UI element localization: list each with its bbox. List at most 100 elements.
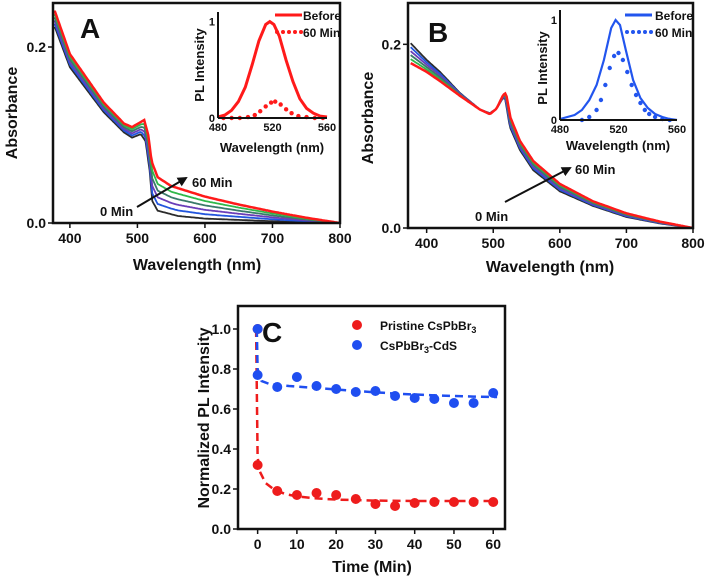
panel-a-inset-x-tick-label: 520 <box>263 122 281 134</box>
panel-c-point-pristine <box>331 490 342 500</box>
panel-b-inset-point-60min <box>642 107 648 113</box>
panel-c-legend-cds: CsPbBr3-CdS <box>380 339 457 355</box>
panel-c-point-cds <box>409 393 420 403</box>
panel-b-y-axis-title: Absorbance <box>360 72 377 165</box>
panel-c-fit-pristine <box>254 328 498 503</box>
panel-b-x-tick-label: 700 <box>615 235 639 251</box>
panel-a-inset-legend-dots-60min <box>293 30 297 34</box>
panel-b-inset-line-before <box>559 18 678 122</box>
panel-b-inset-legend-60min: 60 Min <box>655 26 692 40</box>
panel-c-point-pristine <box>370 499 381 509</box>
panel-label-a: A <box>80 13 100 44</box>
panel-b: B Wavelength (nm) Absorbance 0 Min 60 Mi… <box>360 9 693 276</box>
panel-b-inset-x-tick-label: 560 <box>668 124 686 136</box>
panel-b-inset-y-tick-label: 1 <box>551 15 557 27</box>
panel-a-inset-point-60min <box>278 102 283 107</box>
panel-c-point-cds <box>331 384 342 394</box>
panel-c-x-tick-label: 30 <box>368 536 384 552</box>
panel-a-x-tick-label: 500 <box>126 230 150 246</box>
panel-a-inset-point-60min <box>252 112 257 118</box>
panel-b-x-tick-label: 600 <box>548 235 572 251</box>
panel-c-point-cds <box>448 398 459 408</box>
panel-c-x-tick-label: 0 <box>254 536 262 552</box>
panel-c-point-pristine <box>468 497 479 507</box>
panel-b-inset-point-60min <box>633 92 639 98</box>
panel-b-inset-x-title: Wavelength (nm) <box>566 138 670 153</box>
panel-b-plot-frame <box>406 1 695 230</box>
panel-b-inset-legend-dots-60min <box>643 30 647 34</box>
panel-c-legend-marker-cds <box>352 340 362 350</box>
panel-c-y-tick-label: 0.6 <box>212 401 232 417</box>
panel-b-inset-point-60min <box>638 100 643 106</box>
panel-b-inset-point-60min <box>611 53 617 59</box>
panel-a-absorbance-curve <box>53 17 341 224</box>
panel-c-point-pristine <box>448 497 459 507</box>
panel-c-x-tick-label: 20 <box>328 536 344 552</box>
panel-b-x-axis-title: Wavelength (nm) <box>486 259 614 276</box>
panel-b-y-tick-label: 0.0 <box>382 220 402 236</box>
panel-a-inset-legend-dots-60min <box>299 30 303 34</box>
panel-c-x-tick-label: 50 <box>446 536 462 552</box>
panel-a-inset-point-60min <box>289 110 294 116</box>
panel-a-x-tick-label: 700 <box>261 230 285 246</box>
panel-b-annotation-0min: 0 Min <box>475 209 508 224</box>
panel-a-inset-point-60min <box>283 107 289 112</box>
panel-b-x-tick-label: 500 <box>482 235 506 251</box>
panel-a-absorbance-curve <box>53 20 341 224</box>
panel-c-point-pristine <box>409 498 420 508</box>
panel-a-inset-x-tick-label: 480 <box>209 122 227 134</box>
panel-a-inset-point-60min <box>258 109 263 114</box>
panel-c-point-pristine <box>488 497 499 507</box>
panel-a-x-axis-title: Wavelength (nm) <box>133 257 261 274</box>
panel-c-point-pristine <box>252 460 263 470</box>
panel-c-y-tick-label: 0.0 <box>212 521 232 537</box>
panel-b-inset-legend-dots-60min <box>637 30 641 34</box>
panel-b-x-tick-label: 400 <box>415 235 439 251</box>
panel-c-y-tick-label: 0.2 <box>212 481 232 497</box>
panel-c-y-axis-title: Normalized PL Intensity <box>196 327 213 508</box>
panel-b-inset-point-60min <box>620 57 626 63</box>
panel-c-plot-frame <box>236 304 507 531</box>
panel-b-inset-point-60min <box>625 69 630 75</box>
panel-a: A Wavelength (nm) Absorbance 0 Min 60 Mi… <box>4 9 341 274</box>
panel-c-point-pristine <box>429 497 440 507</box>
panel-c-y-tick-label: 0.4 <box>212 441 232 457</box>
panel-c-x-tick-label: 10 <box>289 536 305 552</box>
panel-a-y-tick-label: 0.2 <box>27 39 47 55</box>
panel-a-inset-background <box>218 12 327 118</box>
panel-c-y-tick-label: 0.8 <box>212 361 232 377</box>
panel-c-point-cds <box>390 391 401 401</box>
panel-c-legend-marker-pristine <box>352 320 362 330</box>
panel-a-annotation-0min: 0 Min <box>100 204 133 219</box>
panel-b-x-tick-label: 800 <box>681 235 705 251</box>
panel-c-x-axis-title: Time (Min) <box>332 559 412 576</box>
panel-b-inset-point-60min <box>629 82 634 88</box>
panel-c-point-cds <box>252 370 263 380</box>
panel-a-inset-line-before <box>217 19 328 119</box>
panel-b-inset-point-60min <box>594 107 599 113</box>
panel-b-inset-x-tick-label: 480 <box>551 124 569 136</box>
panel-a-absorbance-curve <box>53 10 341 225</box>
panel-c-point-cds <box>468 398 479 408</box>
panel-b-inset-legend-before: Before <box>655 9 693 23</box>
panel-c-legend-pristine: Pristine CsPbBr3 <box>380 319 476 335</box>
panel-label-b: B <box>428 17 448 48</box>
panel-c-point-cds <box>252 324 263 334</box>
panel-a-inset-point-60min <box>268 100 274 105</box>
panel-b-inset-point-60min <box>587 114 592 120</box>
panel-a-inset-y-tick-label: 1 <box>209 17 215 29</box>
panel-c-point-cds <box>311 381 322 391</box>
panel-b-inset-legend-dots-60min <box>631 30 635 34</box>
panel-b-inset-background <box>560 10 677 120</box>
panel-c: C Time (Min) Normalized PL Intensity Pri… <box>196 317 476 576</box>
panel-a-inset-point-60min <box>263 104 268 109</box>
panel-c-y-tick-label: 1.0 <box>212 321 232 337</box>
panel-a-inset-legend-before: Before <box>303 9 341 23</box>
panel-b-inset-point-60min <box>647 111 652 117</box>
panel-b-inset-point-60min <box>607 65 612 71</box>
panel-a-y-axis-title: Absorbance <box>4 67 21 160</box>
panel-b-inset-x-tick-label: 520 <box>609 124 627 136</box>
panel-a-inset-x-tick-label: 560 <box>318 122 336 134</box>
